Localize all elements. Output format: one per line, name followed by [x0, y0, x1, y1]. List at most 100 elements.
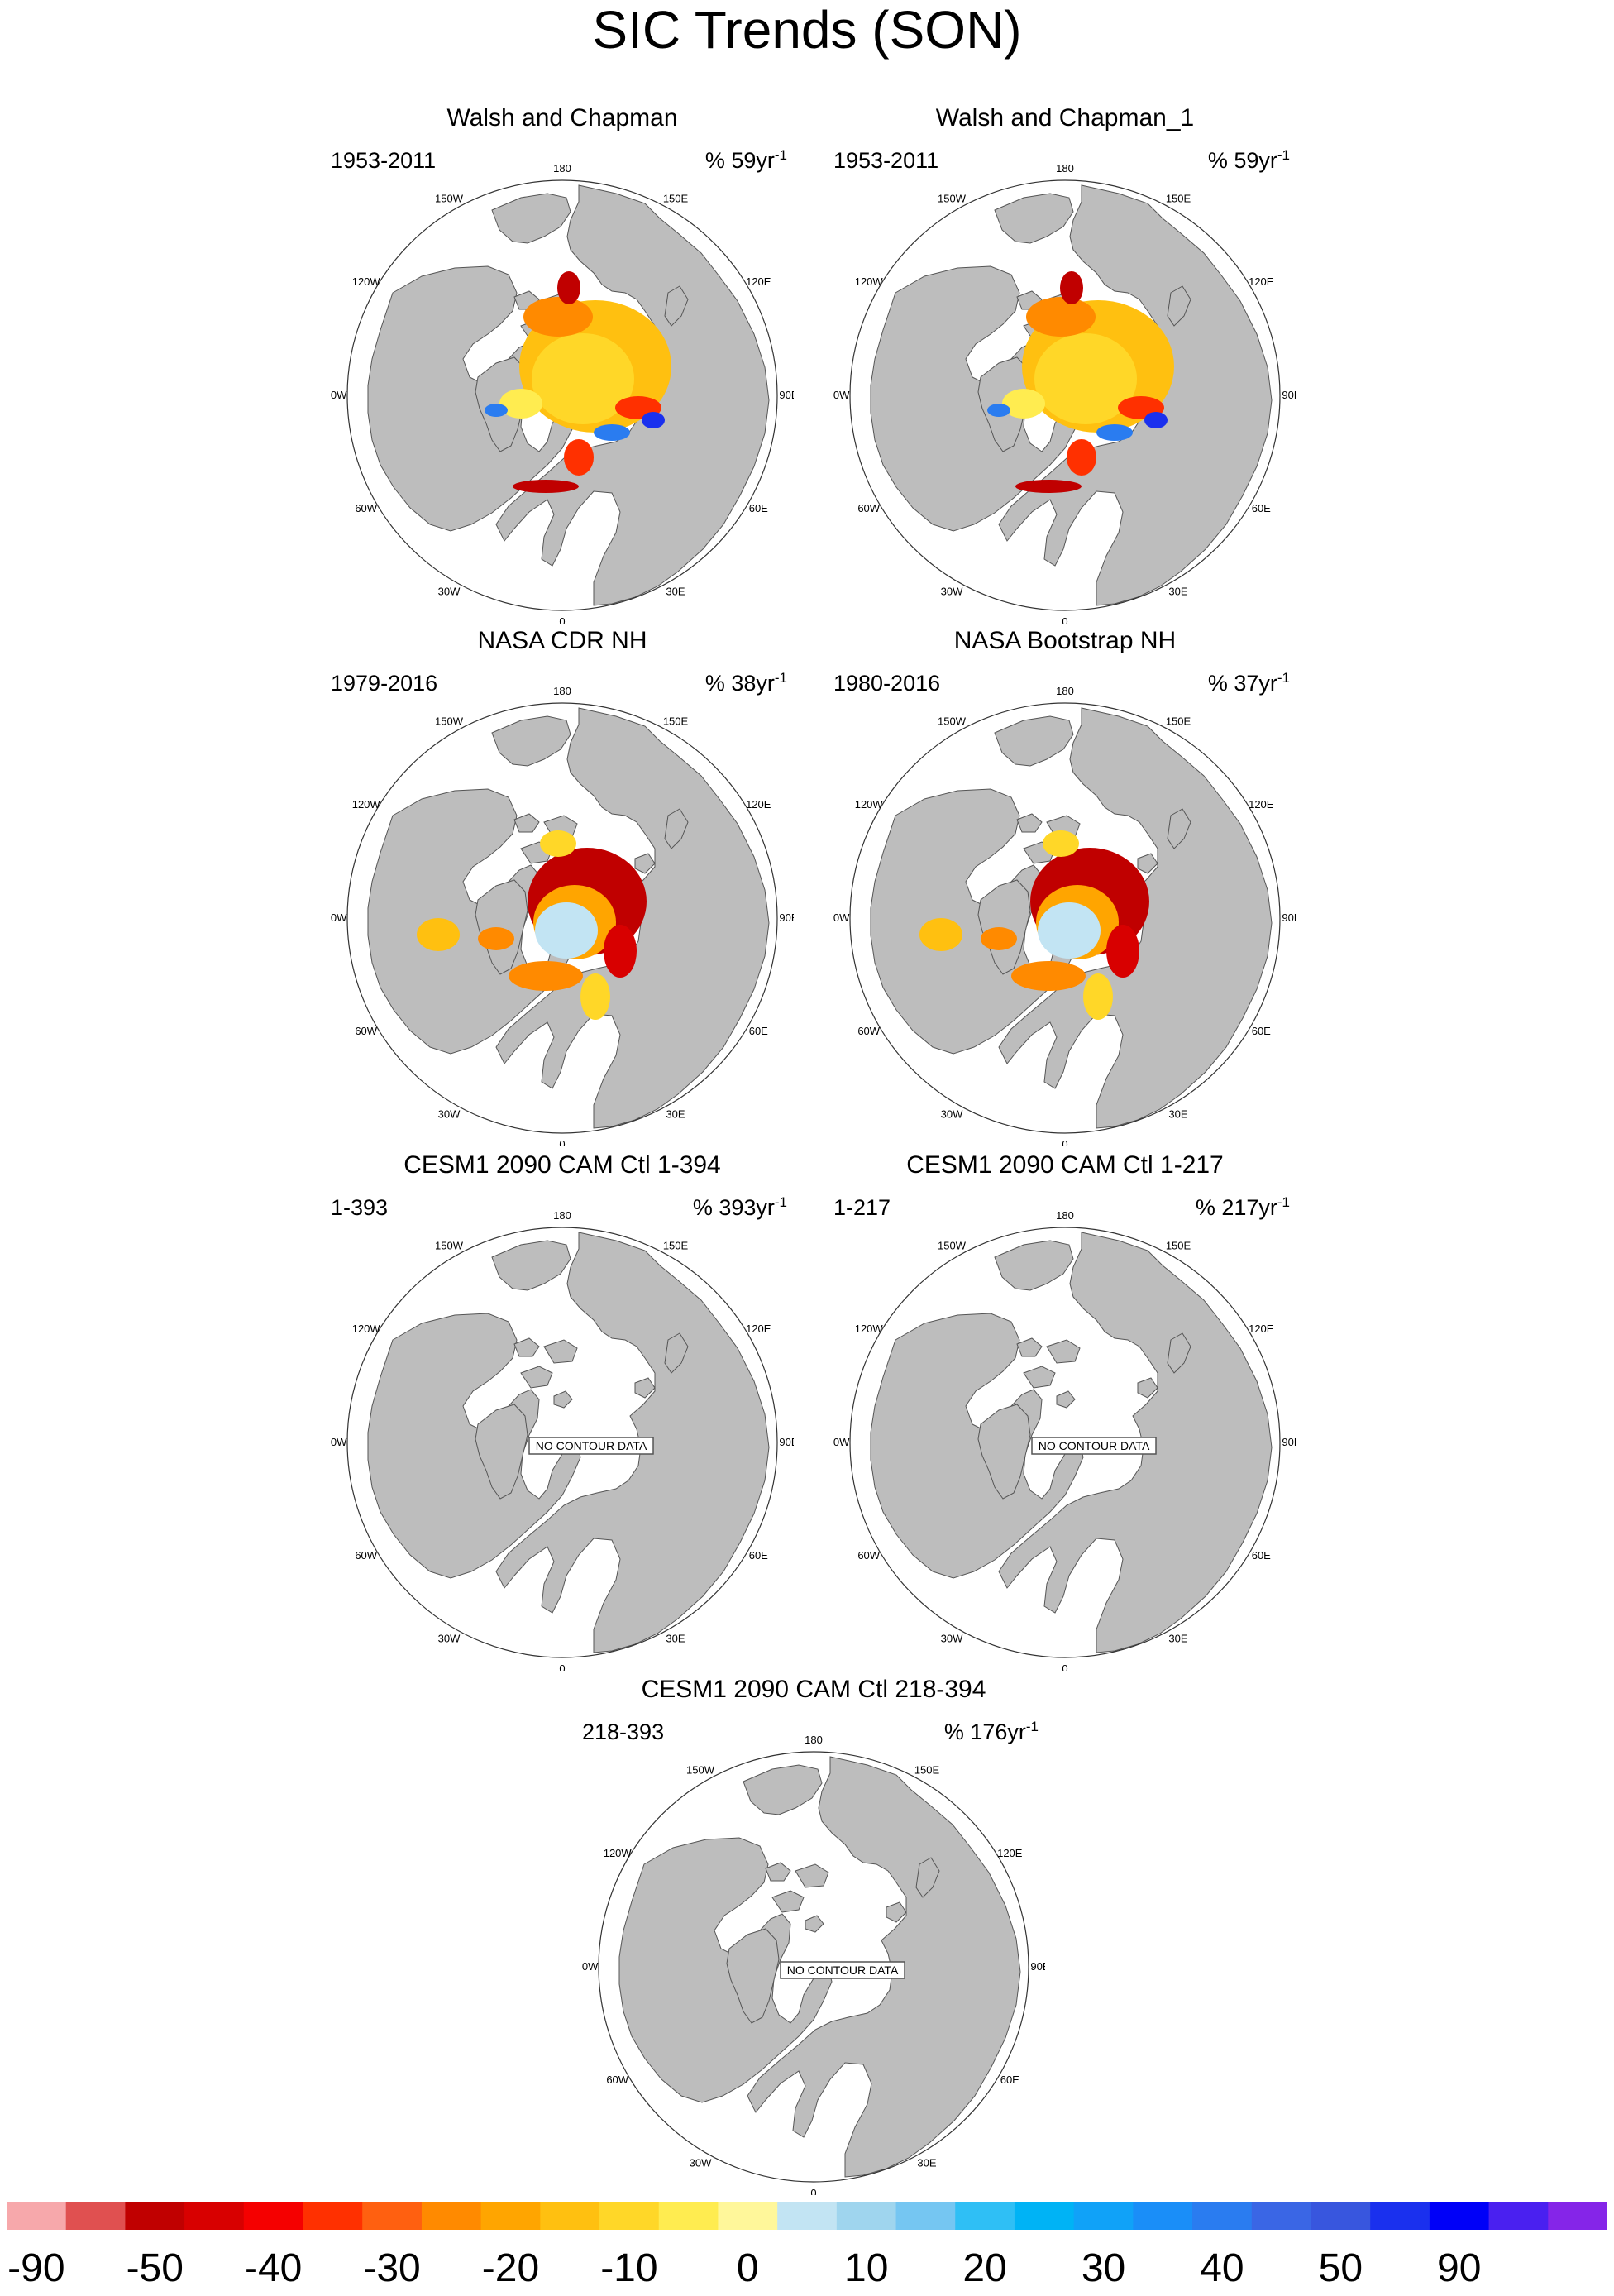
longitude-label: 180 — [553, 685, 571, 697]
land-mass — [977, 1404, 1031, 1500]
land-mass — [495, 184, 770, 606]
trend-patch — [1002, 389, 1045, 419]
polar-map: 180 150E 120E 90E 60E 30E 0 30W 60W 90W 120W 150W — [331, 685, 794, 1146]
colorbar-swatch — [1073, 2202, 1134, 2230]
colorbar-swatch — [184, 2202, 245, 2230]
colorbar — [7, 2202, 1607, 2230]
map-panel-nasa-cdr: NASA CDR NH 1979-2016 % 38yr-1 180 150E 12… — [314, 625, 810, 1155]
longitude-label: 30W — [941, 1107, 963, 1120]
longitude-label: 60E — [1252, 1549, 1271, 1562]
trend-patch — [478, 927, 514, 950]
longitude-label: 90W — [331, 389, 347, 401]
colorbar-tick-label: -50 — [126, 2246, 184, 2290]
land-mass — [726, 1928, 780, 2024]
colorbar-tick-label: 50 — [1318, 2246, 1363, 2290]
longitude-label: 120E — [746, 1323, 771, 1335]
colorbar-tick-label: -30 — [363, 2246, 421, 2290]
land-mass — [634, 1377, 656, 1399]
land-mass — [491, 1240, 571, 1291]
no-data-box — [1031, 1437, 1157, 1455]
panel-title: Walsh and Chapman_1 — [935, 104, 1195, 132]
trend-rate: % 393yr-1 — [692, 1194, 787, 1220]
trend-patch — [1011, 961, 1086, 991]
colorbar-swatch — [303, 2202, 363, 2230]
longitude-label: 150E — [663, 1240, 689, 1252]
no-data-label: NO CONTOUR DATA — [787, 1964, 899, 1977]
land-mass — [998, 1232, 1273, 1653]
sic-trend-field — [919, 830, 1149, 1020]
trend-patch — [1034, 333, 1137, 424]
colorbar-swatch — [1548, 2202, 1607, 2230]
panel-title: CESM1 2090 CAM Ctl 1-394 — [404, 1151, 721, 1179]
colorbar-swatch — [540, 2202, 600, 2230]
polar-map: 180 150E 120E 90E 60E 30E 0 30W 60W 90W 120W 150W NO… — [833, 1209, 1296, 1671]
colorbar-swatch — [599, 2202, 660, 2230]
longitude-label: 120W — [352, 798, 381, 811]
land-mass — [664, 1332, 689, 1374]
trend-patch — [1038, 902, 1101, 959]
longitude-label: 30E — [666, 1632, 685, 1644]
longitude-label: 120E — [1249, 1323, 1274, 1335]
land-mass — [618, 1837, 833, 2103]
longitude-label: 60E — [749, 1025, 768, 1037]
trend-patch — [594, 424, 630, 441]
longitude-label: 90W — [331, 1436, 347, 1448]
map-boundary — [849, 179, 1281, 611]
longitude-label: 60W — [355, 1025, 377, 1037]
colorbar-swatch — [1311, 2202, 1371, 2230]
land-mass — [1046, 1339, 1081, 1364]
trend-rate: % 217yr-1 — [1195, 1194, 1290, 1220]
longitude-label: 30W — [690, 2156, 712, 2169]
trend-patch — [1060, 271, 1083, 304]
colorbar-labels: -90 -50 -40 -30 -20 -10 0 10 20 30 40 50 90 — [0, 2246, 1614, 2296]
longitude-label: 90E — [1030, 1960, 1045, 1973]
colorbar-swatch — [125, 2202, 185, 2230]
land-mass — [495, 1232, 770, 1653]
longitude-label: 150W — [435, 715, 464, 728]
land-mass — [915, 1857, 940, 1898]
longitude-label: 60E — [749, 1549, 768, 1562]
colorbar-swatch — [836, 2202, 897, 2230]
land-mass — [998, 184, 1273, 606]
longitude-label: 180 — [1056, 1209, 1074, 1222]
longitude-label: 150E — [663, 715, 689, 728]
longitude-label: 120W — [352, 1323, 381, 1335]
colorbar-swatch — [1251, 2202, 1311, 2230]
colorbar-tick-label: 10 — [844, 2246, 889, 2290]
longitude-label: 60E — [1000, 2074, 1019, 2086]
land-mass — [475, 1404, 528, 1500]
map-boundary — [346, 1227, 778, 1658]
longitude-label: 30E — [1168, 1107, 1187, 1120]
land-mass — [870, 265, 1084, 532]
longitude-label: 180 — [1056, 685, 1074, 697]
land-mass — [634, 853, 656, 874]
land-mass — [743, 1764, 823, 1815]
map-panel-cesm1-218-394: CESM1 2090 CAM Ctl 218-394 218-393 % 176… — [566, 1674, 1062, 2203]
colorbar-swatch — [243, 2202, 304, 2230]
longitude-label: 150W — [686, 1764, 715, 1777]
land-mass — [1137, 1377, 1158, 1399]
trend-patch — [417, 918, 460, 951]
longitude-label: 0 — [559, 1662, 565, 1671]
longitude-label: 150W — [938, 1240, 967, 1252]
land-mass — [771, 1890, 805, 1913]
colorbar-swatch — [1488, 2202, 1549, 2230]
longitude-label: 90E — [1282, 389, 1296, 401]
trend-patch — [1043, 830, 1079, 857]
land-mass — [543, 1339, 578, 1364]
colorbar-swatch — [1370, 2202, 1430, 2230]
land-mass — [513, 813, 540, 833]
sic-trend-field — [485, 271, 671, 493]
map-panel-cesm1-1-394: CESM1 2090 CAM Ctl 1-394 1-393 % 393yr-1… — [314, 1150, 810, 1679]
trend-patch — [540, 830, 576, 857]
land-mass — [998, 707, 1273, 1129]
trend-rate: % 38yr-1 — [704, 670, 787, 696]
colorbar-swatch — [362, 2202, 423, 2230]
map-boundary — [849, 702, 1281, 1134]
longitude-label: 0 — [1062, 615, 1067, 624]
longitude-label: 120W — [604, 1847, 633, 1859]
land-mass — [495, 707, 770, 1129]
longitude-label: 120W — [855, 1323, 884, 1335]
longitude-label: 120E — [1249, 798, 1274, 811]
trend-rate: % 37yr-1 — [1207, 670, 1290, 696]
